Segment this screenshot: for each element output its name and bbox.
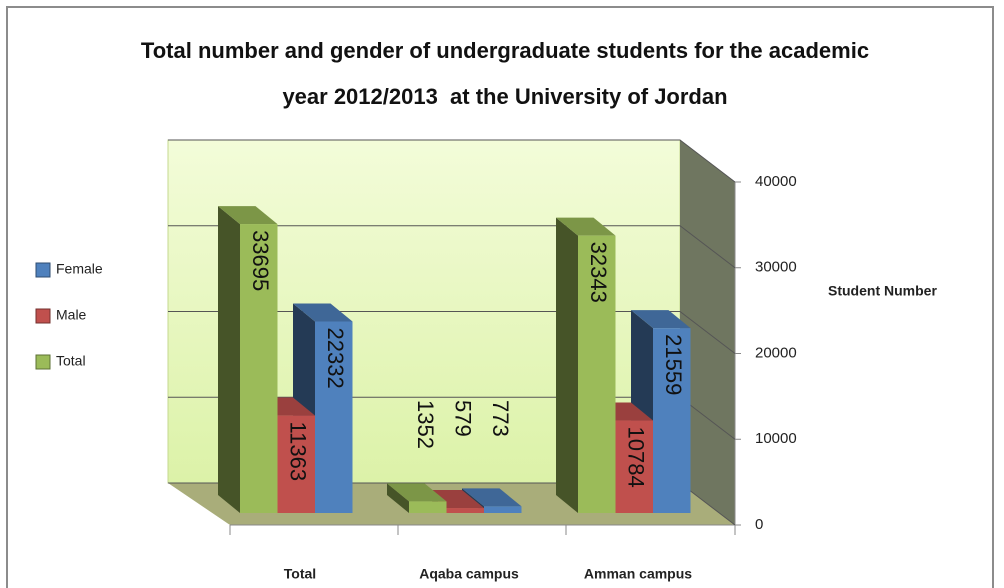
value-label: 11363 [285, 422, 310, 482]
y-tick-label: 20000 [755, 344, 797, 361]
x-tick-label: Aqaba campus [419, 566, 519, 582]
bar [387, 483, 447, 513]
bar [631, 310, 691, 513]
bar-front [277, 415, 315, 513]
legend-label: Total [56, 353, 86, 369]
bar-front [240, 224, 278, 513]
value-label: 773 [488, 400, 513, 437]
value-label: 21559 [661, 334, 686, 395]
bar-top [556, 217, 616, 236]
y-tick-label: 10000 [755, 430, 797, 447]
legend-swatch [35, 308, 51, 324]
legend-swatch [35, 354, 51, 370]
legend-swatch [35, 262, 51, 278]
x-tick-label: Amman campus [584, 566, 692, 582]
bar-top [293, 303, 353, 322]
value-label: 32343 [586, 242, 611, 303]
bar-front [578, 235, 616, 514]
bar-top [218, 206, 278, 225]
y-tick-label: 0 [755, 516, 763, 533]
value-label: 22332 [323, 328, 348, 389]
y-tick-label: 30000 [755, 259, 797, 276]
bar-side [218, 206, 240, 513]
y-axis-label: Student Number [828, 283, 937, 299]
grid-line [168, 139, 736, 183]
x-tick-label: Total [284, 566, 316, 582]
chart-title: Total number and gender of undergraduate… [140, 38, 876, 109]
bar [218, 206, 278, 513]
legend-label: Female [56, 261, 103, 277]
bar-front [409, 501, 447, 513]
bar-front [653, 328, 691, 513]
value-label: 10784 [623, 427, 648, 488]
chart-frame [6, 6, 994, 588]
value-label: 579 [450, 400, 475, 437]
bar-top [631, 310, 691, 329]
bar-front [484, 506, 522, 513]
value-label: 1352 [413, 400, 438, 449]
bar-side [556, 217, 578, 514]
legend-label: Male [56, 307, 87, 323]
bar-front [446, 508, 484, 513]
value-label: 33695 [248, 230, 273, 291]
grid-line [168, 225, 736, 269]
bar-top [462, 488, 522, 507]
bar-top [424, 490, 484, 509]
y-tick-label: 40000 [755, 173, 797, 190]
bar [556, 217, 616, 514]
bar-front [615, 420, 653, 513]
bar-top [387, 483, 447, 502]
bar-side [387, 483, 409, 513]
bar-front [315, 321, 353, 513]
